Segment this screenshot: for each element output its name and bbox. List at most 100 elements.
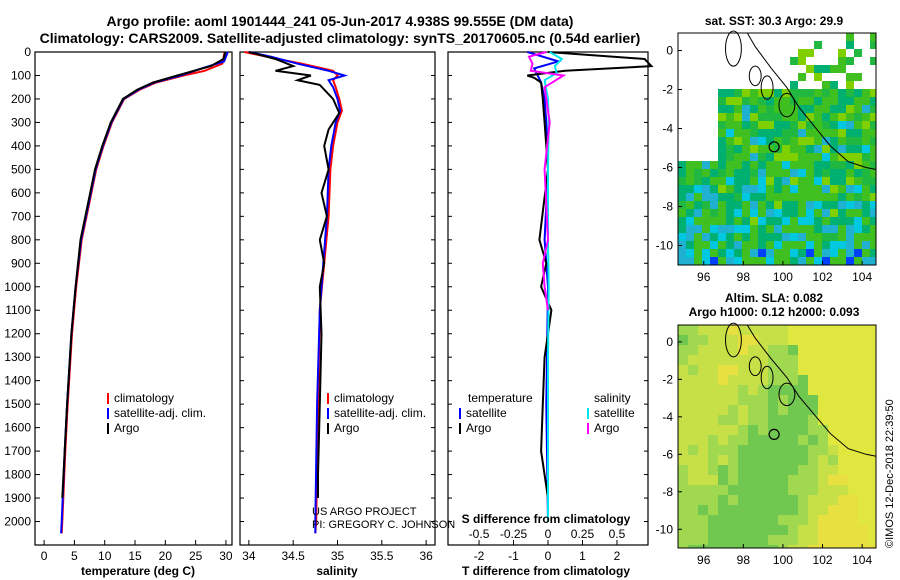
sla_map-cell	[738, 465, 748, 475]
sst_map-cell	[782, 153, 790, 161]
sst_map-cell	[782, 185, 790, 193]
sst_map-cell	[870, 169, 876, 177]
sla_map-cell	[808, 455, 818, 465]
sst_map-cell	[742, 185, 750, 193]
sla_map-cell	[828, 365, 838, 375]
sla_map-cell	[788, 475, 798, 485]
sst_map-cell	[838, 241, 846, 249]
figure-title-line2: Climatology: CARS2009. Satellite-adjuste…	[40, 30, 641, 46]
y-tick-label: 1700	[4, 444, 31, 458]
sst_map-cell	[846, 89, 854, 97]
sst_map-cell	[822, 161, 830, 169]
map-y-tick-label: -10	[656, 522, 674, 536]
sla_map-cell	[778, 515, 788, 525]
sla_map-cell	[778, 395, 788, 405]
sla_map-cell	[868, 505, 876, 515]
x-tick-label: 34	[242, 549, 256, 563]
sst_map-cell	[854, 113, 862, 121]
x-tick-label: -1	[508, 549, 519, 563]
sla_map-cell	[718, 355, 728, 365]
sst_map-cell	[678, 193, 686, 201]
sst_map-cell	[790, 241, 798, 249]
sst_map-cell	[838, 105, 846, 113]
sst_map-cell	[822, 201, 830, 209]
sla_map-cell	[848, 395, 858, 405]
sst_map-cell	[718, 121, 726, 129]
sst-map-panel: 96 98 100 102 104 0 -2 -4 -6 -8 -10	[656, 30, 877, 284]
sla_map-cell	[708, 505, 718, 515]
sst_map-cell	[766, 113, 774, 121]
sla_map-cell	[838, 465, 848, 475]
sst_map-cell	[774, 153, 782, 161]
sst_map-cell	[782, 97, 790, 105]
sst_map-cell	[846, 185, 854, 193]
sla_map-cell	[708, 395, 718, 405]
sla_map-cell	[818, 435, 828, 445]
sst_map-cell	[758, 185, 766, 193]
sst_map-cell	[806, 249, 814, 257]
sla_map-cell	[768, 365, 778, 375]
sla_map-cell	[688, 445, 698, 455]
sla_map-cell	[858, 545, 868, 548]
sla_map-cell	[808, 335, 818, 345]
sla_map-cell	[698, 365, 708, 375]
sla_map-cell	[868, 405, 876, 415]
sst_map-cell	[830, 177, 838, 185]
sla_map-cell	[868, 435, 876, 445]
sla_map-cell	[758, 495, 768, 505]
sst_map-cell	[790, 57, 798, 65]
sst_map-cell	[694, 209, 702, 217]
sst_map-cell	[718, 193, 726, 201]
sst_map-cell	[726, 201, 734, 209]
sst_map-cell	[838, 145, 846, 153]
sla_map-cell	[868, 345, 876, 355]
sla_map-cell	[678, 465, 688, 475]
sst_map-cell	[854, 153, 862, 161]
sla_map-cell	[738, 385, 748, 395]
sla_map-cell	[848, 415, 858, 425]
sla_map-cell	[818, 395, 828, 405]
sla_map-cell	[728, 425, 738, 435]
sla_map-cell	[818, 325, 828, 335]
sla_map-cell	[728, 505, 738, 515]
sst_map-cell	[862, 177, 870, 185]
sst_map-cell	[718, 241, 726, 249]
sst_map-cell	[862, 201, 870, 209]
sla_map-cell	[678, 385, 688, 395]
sla_map-cell	[848, 365, 858, 375]
sla_map-cell	[798, 505, 808, 515]
sst_map-cell	[870, 105, 876, 113]
sst_map-cell	[790, 185, 798, 193]
sla_map-cell	[828, 485, 838, 495]
sla_map-cell	[698, 395, 708, 405]
sla_map-island	[748, 356, 762, 377]
sla_map-cell	[788, 355, 798, 365]
sst_map-cell	[758, 193, 766, 201]
sst_map-cell	[790, 137, 798, 145]
sst_map-cell	[830, 217, 838, 225]
sst_map-cell	[750, 201, 758, 209]
sst_map-cell	[862, 169, 870, 177]
sla_map-cell	[768, 525, 778, 535]
sla_map-cell	[818, 485, 828, 495]
sla_map-cell	[778, 355, 788, 365]
sla_map-cell	[858, 335, 868, 345]
sla_map-cell	[808, 375, 818, 385]
sst_map-cell	[854, 249, 862, 257]
sst_map-cell	[702, 209, 710, 217]
sla_map-cell	[698, 525, 708, 535]
sla_map-cell	[748, 535, 758, 545]
sla_map-cell	[688, 525, 698, 535]
sla_map-cell	[868, 385, 876, 395]
sla_map-cell	[798, 495, 808, 505]
sla_map-cell	[678, 355, 688, 365]
sla_map-cell	[858, 445, 868, 455]
sla_map-cell	[768, 415, 778, 425]
sst_map-cell	[838, 161, 846, 169]
sst_map-cell	[870, 249, 876, 257]
sst_map-cell	[766, 257, 774, 265]
sst_map-cell	[806, 201, 814, 209]
sst_map-cell	[702, 193, 710, 201]
sst_map-cell	[806, 121, 814, 129]
sst_map-cell	[838, 65, 846, 73]
